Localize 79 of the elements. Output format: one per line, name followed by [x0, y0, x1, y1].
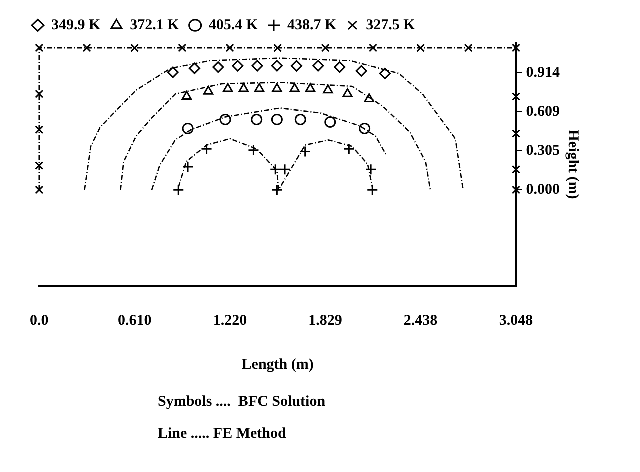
- point: [203, 86, 214, 95]
- x-tick-label: 0.0: [30, 312, 49, 329]
- point: [188, 62, 200, 74]
- point: [248, 144, 260, 156]
- point: [290, 83, 300, 92]
- point: [251, 114, 263, 126]
- point: [366, 184, 378, 196]
- point: [254, 83, 265, 92]
- point: [272, 83, 282, 92]
- legend-label: 405.4 K: [208, 17, 258, 34]
- point: [226, 44, 234, 52]
- line-series: [120, 82, 432, 191]
- point: [312, 60, 324, 72]
- point: [172, 184, 184, 196]
- point: [232, 60, 244, 72]
- point: [82, 44, 92, 52]
- point: [274, 44, 282, 52]
- point: [35, 161, 44, 170]
- point: [130, 44, 140, 52]
- line-series: [178, 138, 374, 191]
- point: [356, 65, 368, 77]
- point: [324, 116, 336, 128]
- point: [368, 44, 378, 52]
- legend-label: 349.9 K: [52, 17, 101, 34]
- point: [305, 83, 316, 92]
- point: [290, 60, 302, 72]
- point: [416, 44, 426, 52]
- point: [271, 114, 283, 126]
- line-series: [84, 58, 464, 191]
- y-axis-title: Height (m): [565, 130, 582, 200]
- point: [512, 165, 521, 174]
- point: [294, 114, 306, 126]
- point: [222, 83, 234, 92]
- point: [279, 164, 291, 176]
- point: [271, 60, 283, 72]
- point: [364, 94, 374, 103]
- point: [182, 90, 192, 100]
- point: [342, 88, 353, 98]
- point: [321, 44, 330, 52]
- point: [252, 60, 264, 72]
- y-tick-label: 0.914: [526, 65, 560, 82]
- x-tick-label: 1.829: [308, 312, 342, 329]
- y-tick-label: 0.305: [526, 142, 560, 159]
- point: [238, 83, 249, 92]
- point: [167, 66, 179, 78]
- line-series: [151, 108, 388, 191]
- x-axis-title: Length (m): [242, 356, 314, 373]
- point: [35, 44, 44, 52]
- text: Symbols .... BFC Solution: [158, 393, 327, 412]
- point: [271, 184, 283, 196]
- y-tick-label: 0.609: [526, 104, 560, 120]
- legend-label: 438.7 K: [288, 17, 337, 34]
- x-tick-label: 2.438: [404, 312, 438, 329]
- point: [359, 122, 371, 134]
- point: [334, 62, 346, 74]
- point: [323, 84, 334, 94]
- point: [464, 44, 473, 52]
- point: [182, 122, 194, 134]
- point: [212, 62, 224, 74]
- point: [201, 143, 213, 155]
- legend-label: 372.1 K: [130, 17, 180, 34]
- point: [35, 90, 44, 98]
- point: [512, 92, 521, 101]
- point: [379, 68, 391, 80]
- point: [220, 114, 232, 126]
- text: Line ..... FE Method: [158, 425, 288, 444]
- point: [343, 143, 355, 155]
- point: [178, 44, 187, 52]
- point: [35, 126, 44, 134]
- point: [512, 44, 521, 52]
- legend-label: 327.5 K: [366, 17, 416, 34]
- x-tick-label: 3.048: [499, 312, 534, 329]
- x-tick-label: 1.220: [213, 312, 248, 329]
- point: [512, 130, 521, 138]
- point: [365, 164, 377, 176]
- point: [35, 186, 44, 194]
- x-tick-label: 0.610: [118, 312, 152, 329]
- point: [512, 186, 521, 194]
- y-tick-label: 0.000: [526, 182, 560, 198]
